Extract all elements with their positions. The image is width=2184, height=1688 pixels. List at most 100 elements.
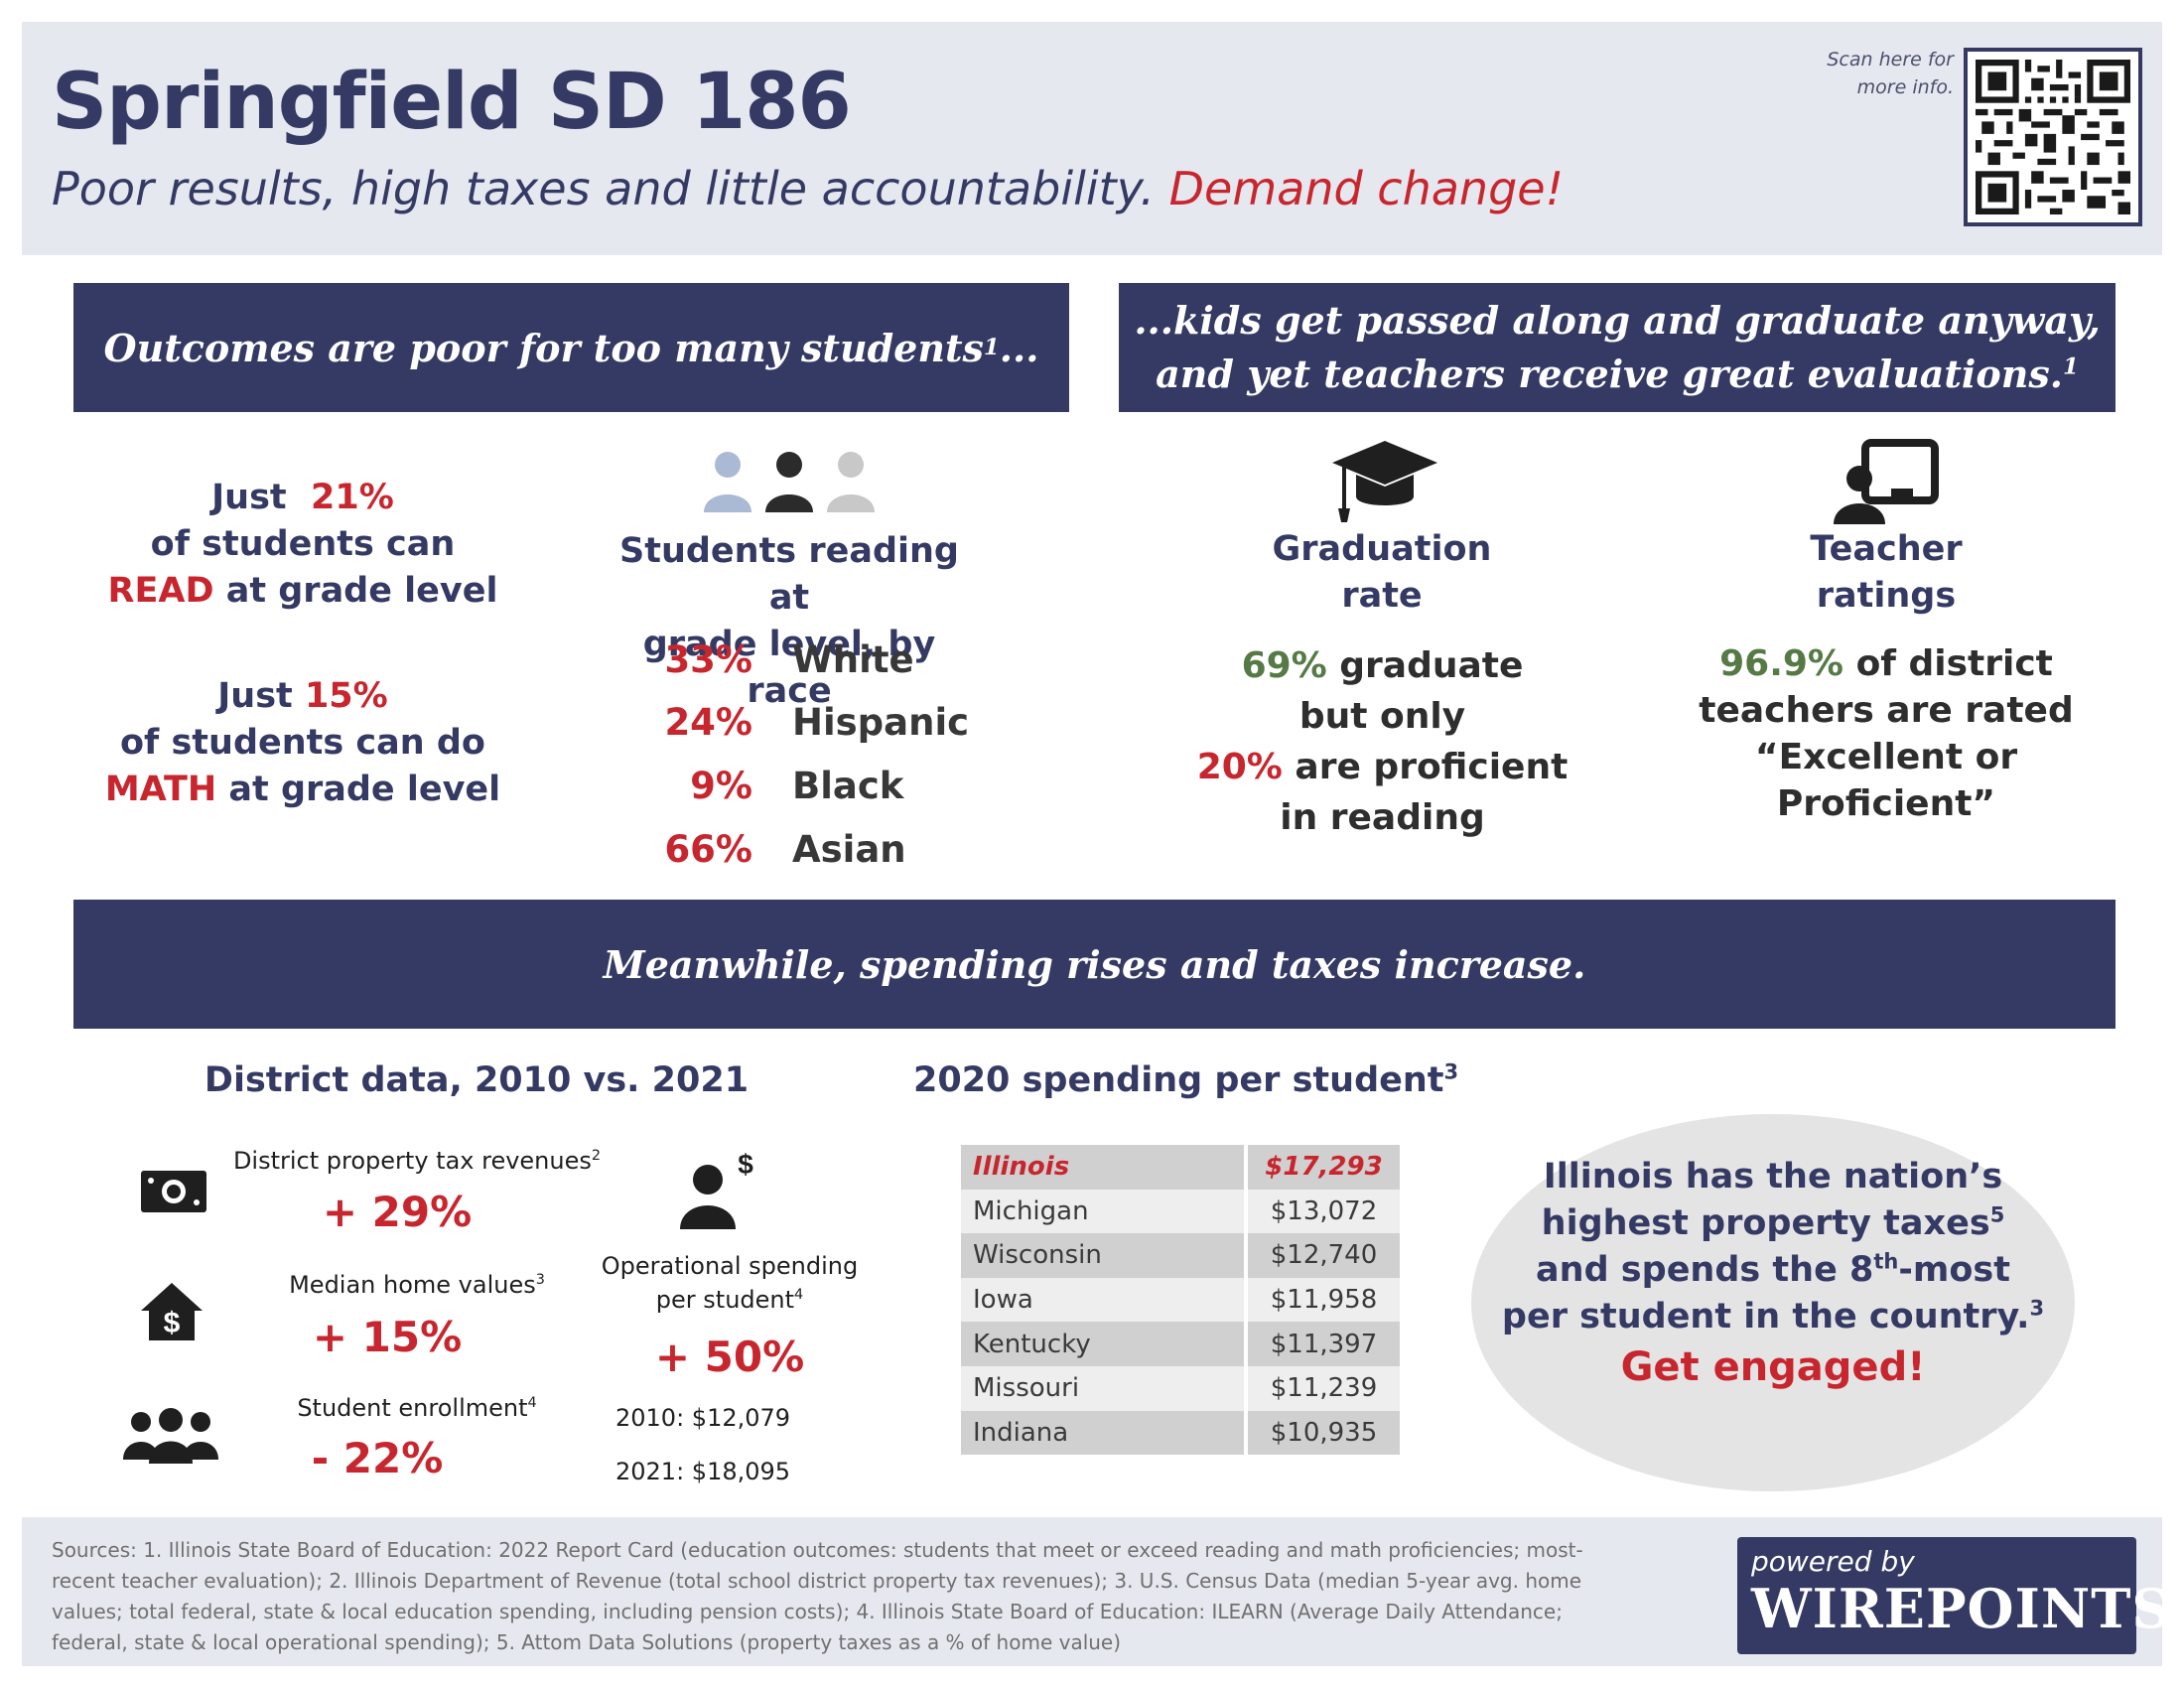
enrollment-label-text: Student enrollment: [297, 1394, 528, 1422]
page-title: Springfield SD 186: [52, 58, 852, 147]
table-state: Iowa: [961, 1277, 1248, 1323]
reading-stat: Just 21% of students can READ at grade l…: [99, 475, 506, 615]
teacher-heading: Teacher ratings: [1707, 526, 2065, 620]
enrollment-label: Student enrollment4: [268, 1394, 566, 1422]
home-sup: 3: [535, 1272, 545, 1288]
race-pct: 9%: [690, 765, 752, 807]
race-row-black: 9% Black: [635, 765, 1013, 820]
math-just: Just: [217, 676, 293, 716]
race-label: Black: [792, 765, 904, 807]
money-icon: [141, 1171, 206, 1212]
graduation-text3: are proficient: [1295, 747, 1569, 787]
reading-pct: 21%: [311, 478, 394, 517]
outcomes-banner-tail: ...: [999, 325, 1039, 370]
race-heading-line1: Students reading at: [619, 531, 959, 618]
graduation-pct: 69%: [1241, 645, 1327, 686]
operational-spending-value: + 50%: [654, 1333, 805, 1381]
scan-text: Scan here for more info.: [1827, 49, 1954, 98]
badge-wirepoints: WIREPOINTS: [1751, 1577, 2172, 1640]
op-label-line2: per student: [655, 1286, 795, 1314]
callout-text: Illinois has the nation’s highest proper…: [1479, 1154, 2067, 1391]
table-state: Michigan: [961, 1189, 1248, 1234]
callout-sup1: 5: [1989, 1202, 2005, 1227]
operational-spending-label: Operational spending per student4: [586, 1249, 874, 1317]
subtitle-emphasis: Demand change!: [1168, 162, 1565, 215]
spending-banner: Meanwhile, spending rises and taxes incr…: [73, 900, 2116, 1029]
graduation-text2: but only: [1298, 696, 1466, 737]
passed-along-banner-sup: 1: [2062, 353, 2079, 380]
table-row: Missouri $11,239: [961, 1365, 1400, 1411]
svg-text:$: $: [738, 1152, 753, 1180]
teacher-head1: Teacher: [1810, 529, 1963, 569]
math-line3: at grade level: [228, 770, 501, 809]
property-tax-value: + 29%: [322, 1188, 473, 1236]
table-state: Missouri: [961, 1365, 1248, 1411]
spending-table-sup: 3: [1443, 1059, 1459, 1084]
teacher-text3: “Excellent or: [1754, 737, 2018, 777]
math-line2: of students can do: [120, 723, 485, 763]
teacher-board-icon: [1834, 439, 1939, 524]
op-2021-value: 2021: $18,095: [615, 1458, 791, 1485]
table-row: Kentucky $11,397: [961, 1322, 1400, 1366]
spending-table-heading: 2020 spending per student3: [913, 1060, 1469, 1100]
teacher-text1: of district: [1855, 643, 2053, 684]
race-label: Asian: [792, 828, 906, 871]
graduation-text4: in reading: [1280, 797, 1485, 838]
page-subtitle: Poor results, high taxes and little acco…: [52, 162, 1564, 215]
property-tax-label-text: District property tax revenues: [232, 1147, 592, 1175]
callout-line2: highest property taxes: [1541, 1203, 1990, 1243]
proficient-pct: 20%: [1196, 747, 1283, 787]
table-row: Wisconsin $12,740: [961, 1233, 1400, 1278]
graduation-text1: graduate: [1339, 645, 1524, 686]
sources-text: Sources: 1. Illinois State Board of Educ…: [52, 1538, 1583, 1654]
table-state: Kentucky: [961, 1322, 1248, 1366]
table-amount: $11,239: [1246, 1365, 1400, 1411]
spending-table: Illinois $17,293 Michigan $13,072 Wisconsi…: [961, 1145, 1400, 1456]
passed-along-banner: ...kids get passed along and graduate an…: [1119, 283, 2116, 412]
qr-pattern: [1976, 60, 2130, 214]
outcomes-banner-text: Outcomes are poor for too many students: [103, 325, 984, 370]
wirepoints-badge[interactable]: powered by WIREPOINTS: [1737, 1537, 2170, 1654]
qr-code-icon[interactable]: [1964, 48, 2142, 226]
graduation-head2: rate: [1341, 576, 1423, 616]
spending-table-heading-text: 2020 spending per student: [913, 1060, 1444, 1100]
person-dollar-icon: $: [680, 1152, 753, 1229]
table-state: Indiana: [961, 1410, 1248, 1456]
table-amount: $11,397: [1246, 1322, 1400, 1366]
table-row: Michigan $13,072: [961, 1189, 1400, 1234]
svg-text:$: $: [164, 1307, 181, 1339]
math-keyword: MATH: [104, 770, 217, 809]
home-values-value: + 15%: [312, 1313, 463, 1361]
table-row: Illinois $17,293: [961, 1145, 1400, 1190]
callout-th: th: [1873, 1249, 1899, 1274]
reading-just: Just: [211, 478, 287, 517]
teacher-text2: teachers are rated: [1699, 690, 2074, 731]
enrollment-value: - 22%: [311, 1434, 444, 1482]
reading-line2: of students can: [150, 524, 456, 564]
table-row: Indiana $10,935: [961, 1410, 1400, 1456]
table-amount: $12,740: [1246, 1233, 1400, 1278]
op-2010-value: 2010: $12,079: [615, 1404, 791, 1432]
table-amount: $10,935: [1246, 1410, 1400, 1456]
callout-line4: per student in the country.: [1501, 1297, 2030, 1336]
math-stat: Just 15% of students can do MATH at grad…: [99, 673, 506, 813]
enrollment-sup: 4: [527, 1395, 537, 1411]
math-pct: 15%: [304, 676, 388, 716]
callout-cta: Get engaged!: [1620, 1344, 1926, 1390]
teacher-head2: ratings: [1816, 576, 1957, 616]
race-pct: 33%: [664, 638, 752, 681]
graduation-heading: Graduation rate: [1203, 526, 1561, 620]
op-sup: 4: [794, 1287, 804, 1303]
callout-line3b: -most: [1898, 1250, 2010, 1290]
table-amount: $11,958: [1246, 1277, 1400, 1323]
subtitle-main: Poor results, high taxes and little acco…: [52, 162, 1155, 215]
badge-powered-by: powered by: [1751, 1545, 1915, 1578]
reading-line3: at grade level: [225, 571, 498, 611]
graduation-head1: Graduation: [1272, 529, 1492, 569]
table-state: Illinois: [961, 1145, 1248, 1190]
race-heading: Students reading at grade level, by race: [596, 528, 983, 715]
header-panel: [22, 22, 2162, 255]
op-label-line1: Operational spending: [601, 1252, 859, 1280]
graduation-body: 69% graduate but only 20% are proficient…: [1171, 640, 1593, 843]
race-row-white: 33% White: [635, 638, 1013, 694]
